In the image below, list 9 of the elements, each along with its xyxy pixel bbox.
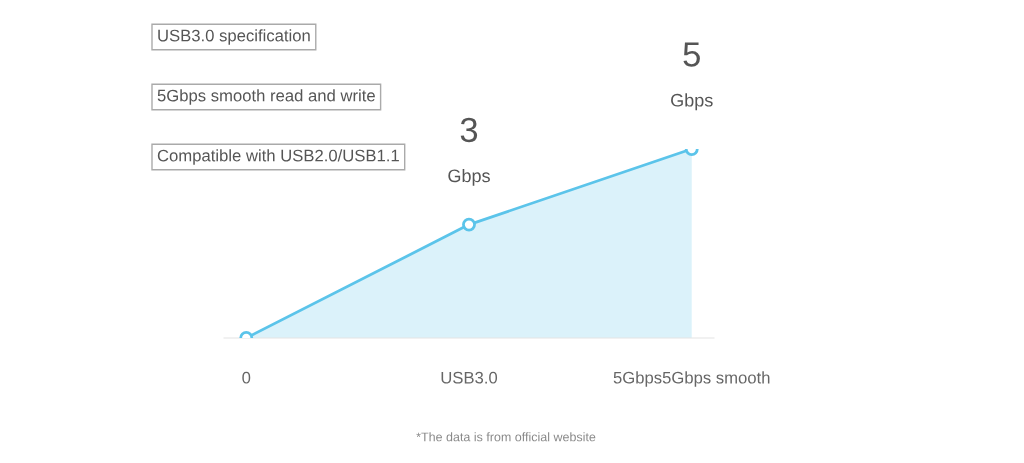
x-tick-label: 0 — [242, 371, 251, 384]
text: *The data is from official website — [416, 432, 596, 442]
data-label: 5 Gbps — [671, 42, 713, 111]
annotation: Compatible with USB2.0/USB1.1 — [157, 149, 399, 165]
text: 5Gbps smooth read and write — [157, 89, 375, 105]
data-label: 3 Gbps — [448, 117, 490, 186]
text: USB3.0 specification — [158, 29, 310, 45]
x-tick-label: USB3.0 — [441, 371, 498, 384]
x-tick-label: 5Gbps5Gbps smooth — [613, 371, 770, 387]
